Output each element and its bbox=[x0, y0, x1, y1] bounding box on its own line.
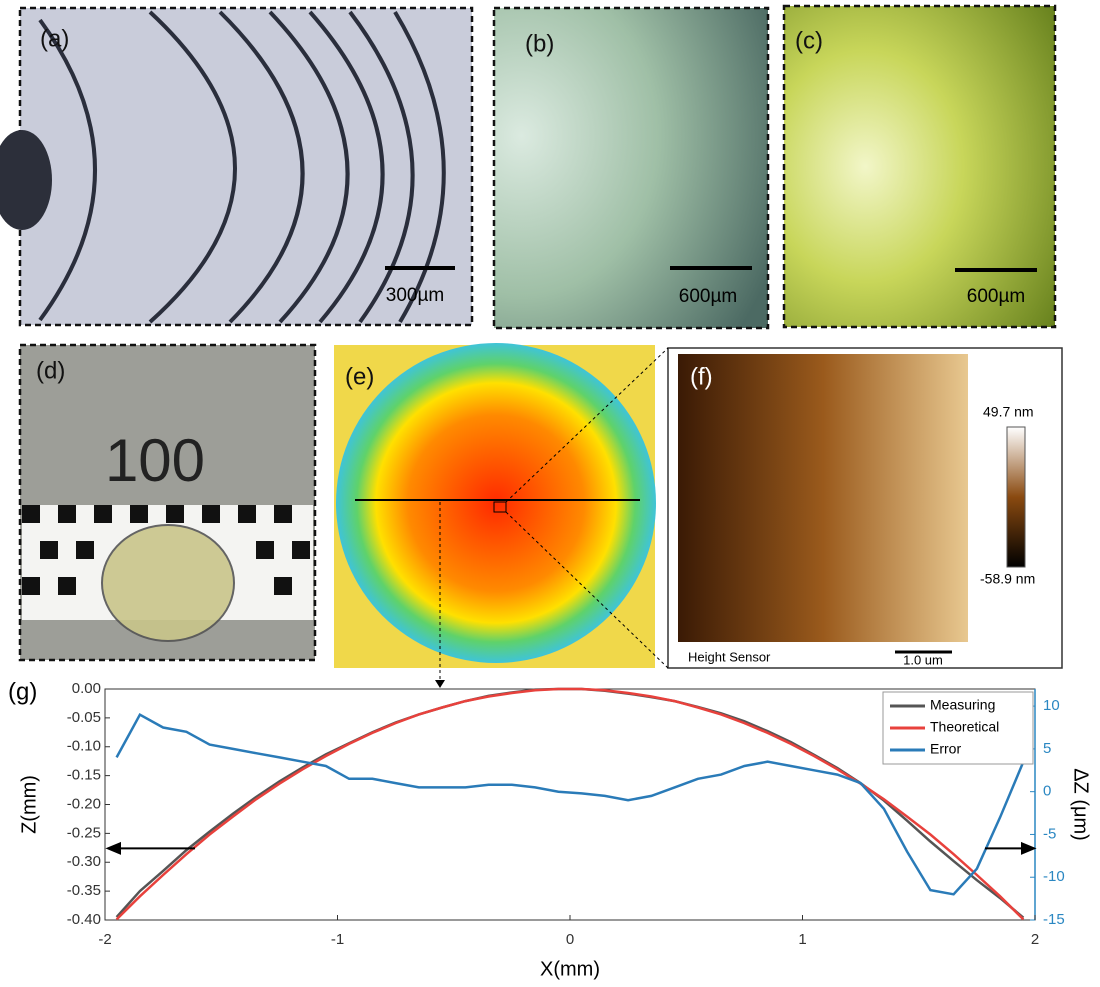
panel-label: (b) bbox=[525, 30, 554, 57]
x-tick-label: -1 bbox=[331, 931, 344, 948]
y2-tick-label: -15 bbox=[1043, 911, 1065, 928]
panel-b: (b) 600µm bbox=[494, 8, 768, 328]
page: {"panels":[ {"label":"(a)","scale":"300µ… bbox=[0, 0, 1100, 987]
y-tick-label: -0.10 bbox=[67, 738, 101, 755]
ruler-label: 100 bbox=[105, 427, 205, 494]
arrow bbox=[435, 680, 445, 688]
y-tick-label: -0.35 bbox=[67, 882, 101, 899]
legend-label: Measuring bbox=[930, 697, 995, 713]
y2-tick-label: 0 bbox=[1043, 783, 1051, 800]
figure: (a) 300µm (b) 600µm (c) 600µm 100 (d) (e… bbox=[0, 0, 1100, 987]
legend-label: Error bbox=[930, 741, 961, 757]
colorbar-min: -58.9 nm bbox=[980, 571, 1035, 587]
y2-tick-label: 5 bbox=[1043, 740, 1051, 757]
arrow-right bbox=[985, 843, 1034, 853]
caption: Height Sensor bbox=[688, 649, 771, 664]
y2-tick-label: -5 bbox=[1043, 825, 1056, 842]
chart-label: (g) bbox=[8, 678, 37, 705]
panel-e: (e) bbox=[334, 343, 656, 668]
y-tick-label: -0.15 bbox=[67, 767, 101, 784]
x-axis-label: X(mm) bbox=[540, 958, 600, 980]
panel-c: (c) 600µm bbox=[784, 6, 1055, 327]
colorbar-max: 49.7 nm bbox=[983, 404, 1034, 420]
scale-label: 300µm bbox=[386, 285, 444, 306]
arrow-left bbox=[108, 843, 195, 853]
y2-tick-label: -10 bbox=[1043, 868, 1065, 885]
scale-label: 1.0 um bbox=[903, 652, 943, 667]
y2-tick-label: 10 bbox=[1043, 697, 1060, 714]
y-axis-label: Z(mm) bbox=[18, 775, 40, 834]
y-tick-label: 0.00 bbox=[72, 680, 101, 697]
y2-axis-label: ΔZ (μm) bbox=[1070, 768, 1092, 841]
legend-label: Theoretical bbox=[930, 719, 999, 735]
x-tick-label: -2 bbox=[98, 931, 111, 948]
y-tick-label: -0.30 bbox=[67, 853, 101, 870]
y-tick-label: -0.20 bbox=[67, 795, 101, 812]
scale-label: 600µm bbox=[679, 286, 737, 307]
y-tick-label: -0.40 bbox=[67, 911, 101, 928]
panel-label: (f) bbox=[690, 363, 713, 390]
panel-label: (d) bbox=[36, 357, 65, 384]
panel-f: (f) 49.7 nm -58.9 nm Height Sensor 1.0 u… bbox=[668, 348, 1062, 668]
panel-label: (a) bbox=[40, 25, 69, 52]
scale-label: 600µm bbox=[967, 286, 1025, 307]
panel-label: (c) bbox=[795, 27, 823, 54]
panel-d: 100 (d) bbox=[20, 345, 315, 660]
y-tick-label: -0.25 bbox=[67, 824, 101, 841]
panel-a: (a) 300µm bbox=[0, 8, 472, 325]
panel-label: (e) bbox=[345, 363, 374, 390]
x-tick-label: 0 bbox=[566, 931, 574, 948]
x-tick-label: 1 bbox=[798, 931, 806, 948]
x-tick-label: 2 bbox=[1031, 931, 1039, 948]
y-tick-label: -0.05 bbox=[67, 709, 101, 726]
